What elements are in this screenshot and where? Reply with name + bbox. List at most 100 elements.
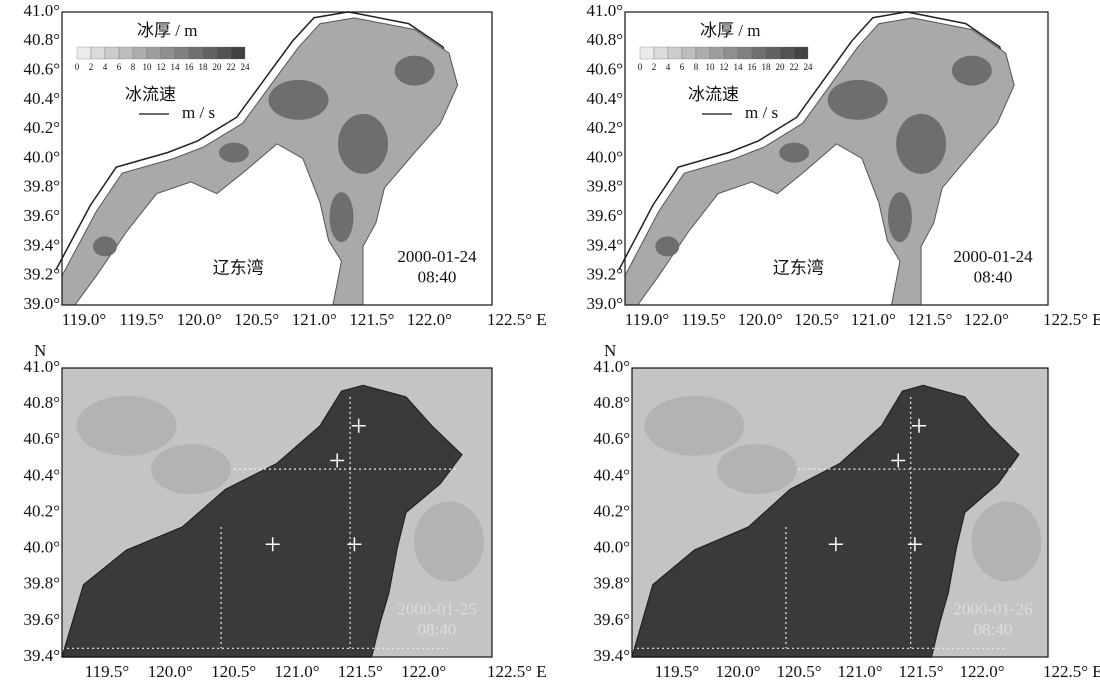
y-tick-label: 40.4° <box>586 89 623 108</box>
map-panel: N41.0°40.8°40.6°40.4°40.2°40.0°39.8°39.6… <box>593 341 1100 681</box>
date-label: 2000-01-25 <box>397 600 476 619</box>
legend-label: 6 <box>680 62 685 72</box>
legend-label: 22 <box>227 62 236 72</box>
x-tick-label: 119.0° <box>62 310 106 329</box>
legend-label: 12 <box>157 62 166 72</box>
x-tick-label: 120.5° <box>776 662 821 681</box>
y-tick-label: 40.8° <box>593 393 630 412</box>
legend-swatch <box>105 47 119 59</box>
legend-swatch <box>654 47 668 59</box>
cloud <box>77 396 177 456</box>
y-tick-label: 40.4° <box>593 465 630 484</box>
cloud <box>971 501 1041 581</box>
legend-swatch <box>752 47 766 59</box>
place-name: 辽东湾 <box>213 259 264 278</box>
legend-swatch <box>696 47 710 59</box>
legend-label: 20 <box>776 62 786 72</box>
cloud <box>414 501 484 581</box>
x-tick-label: 119.5° <box>655 662 699 681</box>
y-tick-label: 40.6° <box>586 60 623 79</box>
y-tick-label: 41.0° <box>23 1 60 20</box>
x-tick-label: 120.5° <box>794 310 839 329</box>
x-tick-label: 120.0° <box>715 662 760 681</box>
cloud <box>151 444 231 494</box>
y-tick-label: 39.6° <box>593 610 630 629</box>
velocity-unit: m / s <box>745 103 778 122</box>
x-tick-label: 122.5° E <box>487 662 547 681</box>
y-tick-label: 39.4° <box>593 646 630 665</box>
y-tick-label: 39.8° <box>23 574 60 593</box>
ice-patch <box>269 80 329 120</box>
x-tick-label: 121.0° <box>274 662 319 681</box>
legend-swatch <box>161 47 175 59</box>
ice-patch <box>655 236 679 256</box>
y-tick-label: 40.2° <box>23 118 60 137</box>
legend-label: 10 <box>143 62 153 72</box>
legend-label: 2 <box>652 62 657 72</box>
x-tick-label: 119.5° <box>119 310 163 329</box>
x-tick-label: 122.0° <box>401 662 446 681</box>
legend-title: 冰厚 / m <box>137 21 197 40</box>
time-label: 08:40 <box>418 268 457 287</box>
legend-swatch <box>780 47 794 59</box>
legend-title: 冰厚 / m <box>700 21 760 40</box>
x-tick-label: 121.5° <box>338 662 383 681</box>
y-tick-label: 39.4° <box>586 235 623 254</box>
figure: 冰厚 / m024681012141618202224冰流速m / s辽东湾41… <box>0 0 1100 683</box>
y-tick-label: 40.2° <box>586 118 623 137</box>
ice-patch <box>93 236 117 256</box>
legend-swatch <box>77 47 91 59</box>
legend-label: 24 <box>804 62 814 72</box>
legend-swatch <box>203 47 217 59</box>
y-tick-label: 39.6° <box>586 206 623 225</box>
y-tick-label: 40.0° <box>23 147 60 166</box>
ice-patch <box>338 114 388 174</box>
legend-swatch <box>175 47 189 59</box>
legend-label: 18 <box>762 62 772 72</box>
legend-swatch <box>766 47 780 59</box>
ice-patch <box>896 114 946 174</box>
y-tick-label: 39.6° <box>23 206 60 225</box>
x-tick-label: 121.0° <box>292 310 337 329</box>
y-tick-label: 39.2° <box>23 265 60 284</box>
x-tick-label: 122.5° E <box>487 310 547 329</box>
cloud <box>644 396 744 456</box>
x-tick-label: 122.0° <box>964 310 1009 329</box>
legend-label: 12 <box>720 62 729 72</box>
x-tick-label: 119.0° <box>625 310 669 329</box>
x-tick-label: 119.5° <box>85 662 129 681</box>
velocity-label: 冰流速 <box>125 85 176 104</box>
y-tick-label: 39.0° <box>23 294 60 313</box>
legend-swatch <box>231 47 245 59</box>
ice-patch <box>330 192 354 242</box>
legend-label: 2 <box>89 62 94 72</box>
time-label: 08:40 <box>418 620 457 639</box>
y-tick-label: 39.4° <box>23 646 60 665</box>
y-tick-label: 39.2° <box>586 265 623 284</box>
y-tick-label: 40.0° <box>23 538 60 557</box>
x-tick-label: 122.0° <box>959 662 1004 681</box>
time-label: 08:40 <box>974 620 1013 639</box>
x-tick-label: 120.0° <box>738 310 783 329</box>
legend-swatch <box>640 47 654 59</box>
x-tick-label: 120.5° <box>234 310 279 329</box>
velocity-unit: m / s <box>182 103 215 122</box>
legend-label: 24 <box>241 62 251 72</box>
legend-label: 10 <box>706 62 716 72</box>
x-tick-label: 122.5° E <box>1043 662 1100 681</box>
x-tick-label: 122.0° <box>407 310 452 329</box>
legend-swatch <box>724 47 738 59</box>
x-tick-label: 121.0° <box>837 662 882 681</box>
date-label: 2000-01-24 <box>397 247 477 266</box>
date-label: 2000-01-26 <box>953 600 1032 619</box>
map-panel: N41.0°40.8°40.6°40.4°40.2°40.0°39.8°39.6… <box>23 341 546 681</box>
time-label: 08:40 <box>974 268 1013 287</box>
y-tick-label: 40.6° <box>593 429 630 448</box>
ice-patch <box>779 143 809 163</box>
y-tick-label: 40.8° <box>23 30 60 49</box>
legend-label: 0 <box>638 62 643 72</box>
legend-swatch <box>91 47 105 59</box>
y-tick-label: 40.6° <box>23 60 60 79</box>
y-tick-label: 41.0° <box>23 357 60 376</box>
legend-label: 0 <box>75 62 80 72</box>
